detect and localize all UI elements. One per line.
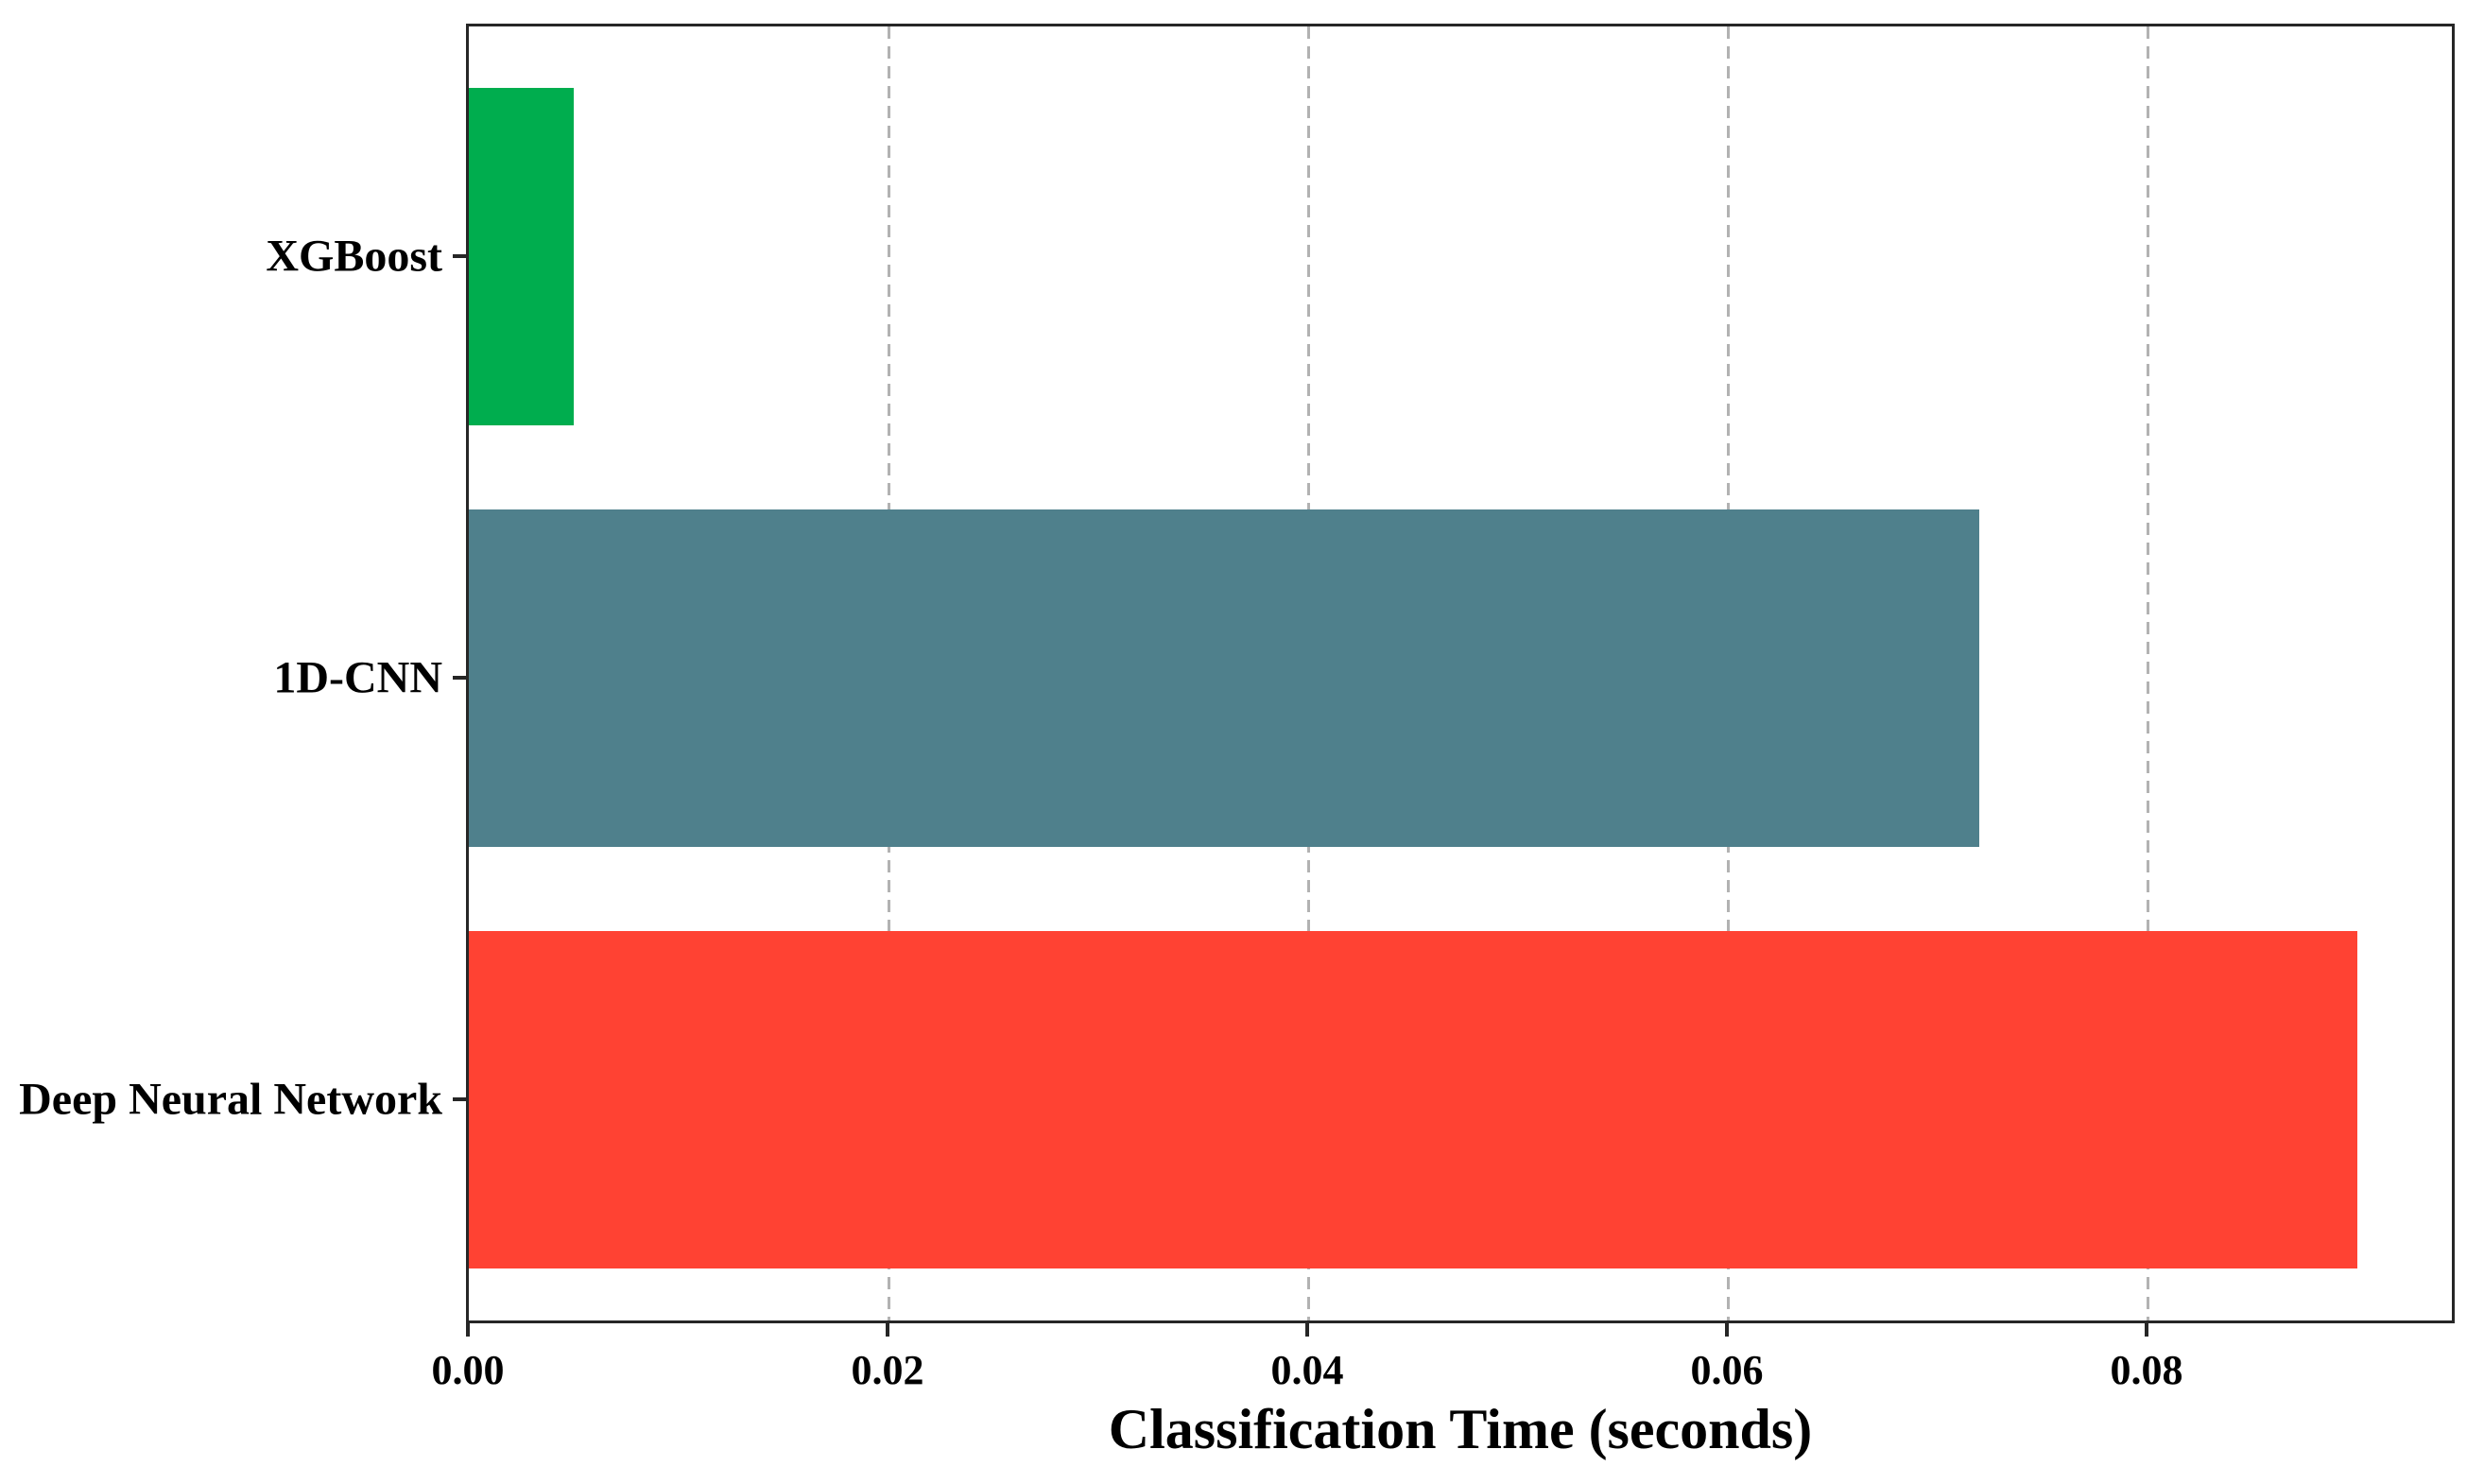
xtick-label-0.04: 0.04 bbox=[1270, 1347, 1344, 1393]
bar-1d-cnn bbox=[469, 509, 1979, 847]
xtick-mark-0.00 bbox=[466, 1323, 470, 1337]
x-axis-title: Classification Time (seconds) bbox=[1108, 1398, 1813, 1460]
xtick-mark-0.04 bbox=[1305, 1323, 1309, 1337]
xtick-label-0.02: 0.02 bbox=[851, 1347, 924, 1393]
ytick-mark-1d-cnn bbox=[453, 676, 466, 680]
plot-area bbox=[466, 24, 2455, 1323]
xtick-label-0.08: 0.08 bbox=[2110, 1347, 2183, 1393]
bar-deep-neural-network bbox=[469, 931, 2357, 1268]
bar-xgboost bbox=[469, 88, 574, 425]
ytick-label-deep-neural-network: Deep Neural Network bbox=[19, 1074, 442, 1125]
ytick-mark-xgboost bbox=[453, 254, 466, 258]
ytick-label-xgboost: XGBoost bbox=[266, 231, 442, 282]
ytick-label-1d-cnn: 1D-CNN bbox=[273, 652, 442, 703]
xtick-mark-0.08 bbox=[2145, 1323, 2148, 1337]
xtick-label-0.06: 0.06 bbox=[1690, 1347, 1764, 1393]
xtick-label-0.00: 0.00 bbox=[431, 1347, 505, 1393]
xtick-mark-0.06 bbox=[1725, 1323, 1729, 1337]
gridline-0.08 bbox=[2147, 26, 2149, 1320]
xtick-mark-0.02 bbox=[886, 1323, 889, 1337]
ytick-mark-deep-neural-network bbox=[453, 1097, 466, 1101]
